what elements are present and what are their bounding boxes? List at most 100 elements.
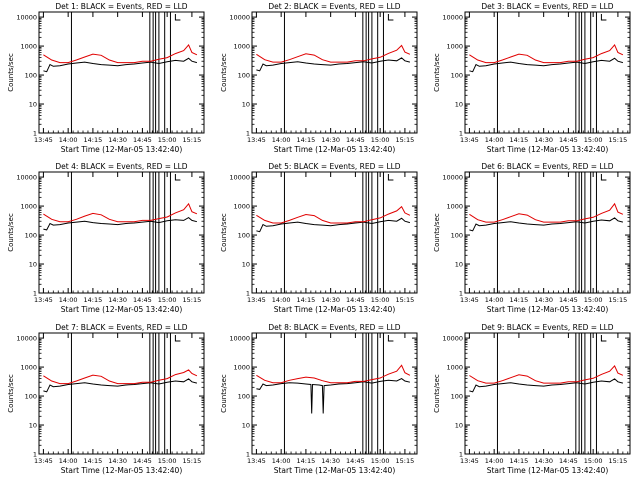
series-line-events <box>43 216 198 231</box>
x-tick-label: 14:15 <box>84 136 103 144</box>
y-axis-label: Counts/sec <box>220 53 228 92</box>
plot-frame <box>251 332 418 455</box>
x-tick-label: 14:15 <box>297 296 316 304</box>
x-tick-label: 13:45 <box>460 136 479 144</box>
x-tick-label: 14:15 <box>510 296 529 304</box>
x-tick-label: 14:45 <box>133 296 152 304</box>
x-tick-label: 14:30 <box>321 296 340 304</box>
x-axis-label: Start Time (12-Mar-05 13:42:40) <box>61 305 183 314</box>
chart-title: Det 5: BLACK = Events, RED = LLD <box>268 162 400 171</box>
chart-panel-4: Det 4: BLACK = Events, RED = LLD Counts/s… <box>7 162 205 314</box>
x-tick-label: 15:00 <box>584 296 603 304</box>
marker-bracket <box>600 174 607 181</box>
x-tick-label: 14:45 <box>133 457 152 465</box>
x-tick-label: 14:30 <box>108 136 127 144</box>
x-axis-label: Start Time (12-Mar-05 13:42:40) <box>487 466 609 475</box>
x-tick-label: 14:00 <box>59 136 78 144</box>
chart-title: Det 4: BLACK = Events, RED = LLD <box>55 162 187 171</box>
y-tick-label: 10000 <box>229 14 250 22</box>
y-tick-label: 1000 <box>446 203 463 211</box>
y-tick-label: 1000 <box>20 364 37 372</box>
x-tick-label: 14:15 <box>510 136 529 144</box>
series-line-lld <box>469 43 624 64</box>
y-tick-label: 100 <box>451 393 463 401</box>
y-tick-label: 1 <box>459 290 463 298</box>
x-tick-label: 14:15 <box>297 136 316 144</box>
plot-frame <box>464 332 631 455</box>
x-tick-label: 14:45 <box>559 296 578 304</box>
series-line-lld <box>256 205 411 224</box>
y-tick-label: 1 <box>246 451 250 459</box>
y-tick-label: 10 <box>242 422 250 430</box>
y-tick-label: 1 <box>459 451 463 459</box>
x-tick-label: 15:00 <box>371 457 390 465</box>
x-axis-label: Start Time (12-Mar-05 13:42:40) <box>487 305 609 314</box>
y-tick-label: 1000 <box>446 364 463 372</box>
y-tick-label: 10000 <box>442 14 463 22</box>
marker-bracket <box>387 335 394 342</box>
x-tick-label: 15:00 <box>371 136 390 144</box>
x-tick-label: 14:30 <box>534 136 553 144</box>
series-line-events <box>256 57 411 72</box>
x-axis-label: Start Time (12-Mar-05 13:42:40) <box>61 145 183 154</box>
chart-panel-5: Det 5: BLACK = Events, RED = LLD Counts/s… <box>220 162 418 314</box>
y-tick-label: 10000 <box>16 174 37 182</box>
marker-bracket <box>600 335 607 342</box>
series-line-lld <box>43 43 198 64</box>
x-tick-label: 15:15 <box>609 296 628 304</box>
x-tick-label: 13:45 <box>34 136 53 144</box>
x-tick-label: 15:00 <box>158 136 177 144</box>
x-tick-label: 13:45 <box>460 457 479 465</box>
y-tick-label: 1000 <box>20 203 37 211</box>
chart-panel-6: Det 6: BLACK = Events, RED = LLD Counts/s… <box>433 162 631 314</box>
y-tick-label: 100 <box>25 393 37 401</box>
x-tick-label: 14:30 <box>321 457 340 465</box>
y-tick-label: 10 <box>29 261 37 269</box>
x-tick-label: 14:00 <box>485 296 504 304</box>
x-tick-label: 15:00 <box>584 136 603 144</box>
marker-bracket <box>387 174 394 181</box>
y-tick-label: 100 <box>238 393 250 401</box>
series-line-events <box>256 217 411 233</box>
plot-frame <box>38 11 205 134</box>
y-tick-label: 10 <box>455 422 463 430</box>
x-tick-label: 14:30 <box>534 296 553 304</box>
x-tick-label: 14:15 <box>84 457 103 465</box>
y-tick-label: 1 <box>33 451 37 459</box>
y-tick-label: 1 <box>246 290 250 298</box>
y-tick-label: 10000 <box>229 174 250 182</box>
x-axis-label: Start Time (12-Mar-05 13:42:40) <box>61 466 183 475</box>
y-tick-label: 1000 <box>233 43 250 51</box>
y-tick-label: 100 <box>238 232 250 240</box>
chart-panel-3: Det 3: BLACK = Events, RED = LLD Counts/s… <box>433 2 631 154</box>
x-axis-label: Start Time (12-Mar-05 13:42:40) <box>274 145 396 154</box>
x-tick-label: 15:15 <box>183 457 202 465</box>
series-line-lld <box>43 369 198 385</box>
x-tick-label: 14:00 <box>272 457 291 465</box>
marker-bracket <box>174 174 181 181</box>
x-tick-label: 14:15 <box>297 457 316 465</box>
plot-frame <box>38 332 205 455</box>
x-tick-label: 15:15 <box>183 296 202 304</box>
y-tick-label: 1000 <box>20 43 37 51</box>
plot-frame <box>251 11 418 134</box>
chart-title: Det 9: BLACK = Events, RED = LLD <box>481 323 613 332</box>
y-tick-label: 10 <box>242 101 250 109</box>
x-tick-label: 15:15 <box>396 457 415 465</box>
plot-frame <box>464 171 631 294</box>
y-axis-label: Counts/sec <box>7 213 15 252</box>
x-tick-label: 14:45 <box>346 136 365 144</box>
series-line-events <box>469 378 624 393</box>
y-axis-label: Counts/sec <box>220 374 228 413</box>
x-tick-label: 13:45 <box>460 296 479 304</box>
series-line-events <box>43 57 198 73</box>
x-tick-label: 13:45 <box>247 457 266 465</box>
x-tick-label: 14:45 <box>559 457 578 465</box>
x-tick-label: 13:45 <box>34 296 53 304</box>
y-tick-label: 10000 <box>442 174 463 182</box>
y-tick-label: 1000 <box>233 364 250 372</box>
x-tick-label: 15:00 <box>158 457 177 465</box>
series-line-lld <box>43 202 198 223</box>
x-tick-label: 13:45 <box>247 136 266 144</box>
chart-title: Det 6: BLACK = Events, RED = LLD <box>481 162 613 171</box>
